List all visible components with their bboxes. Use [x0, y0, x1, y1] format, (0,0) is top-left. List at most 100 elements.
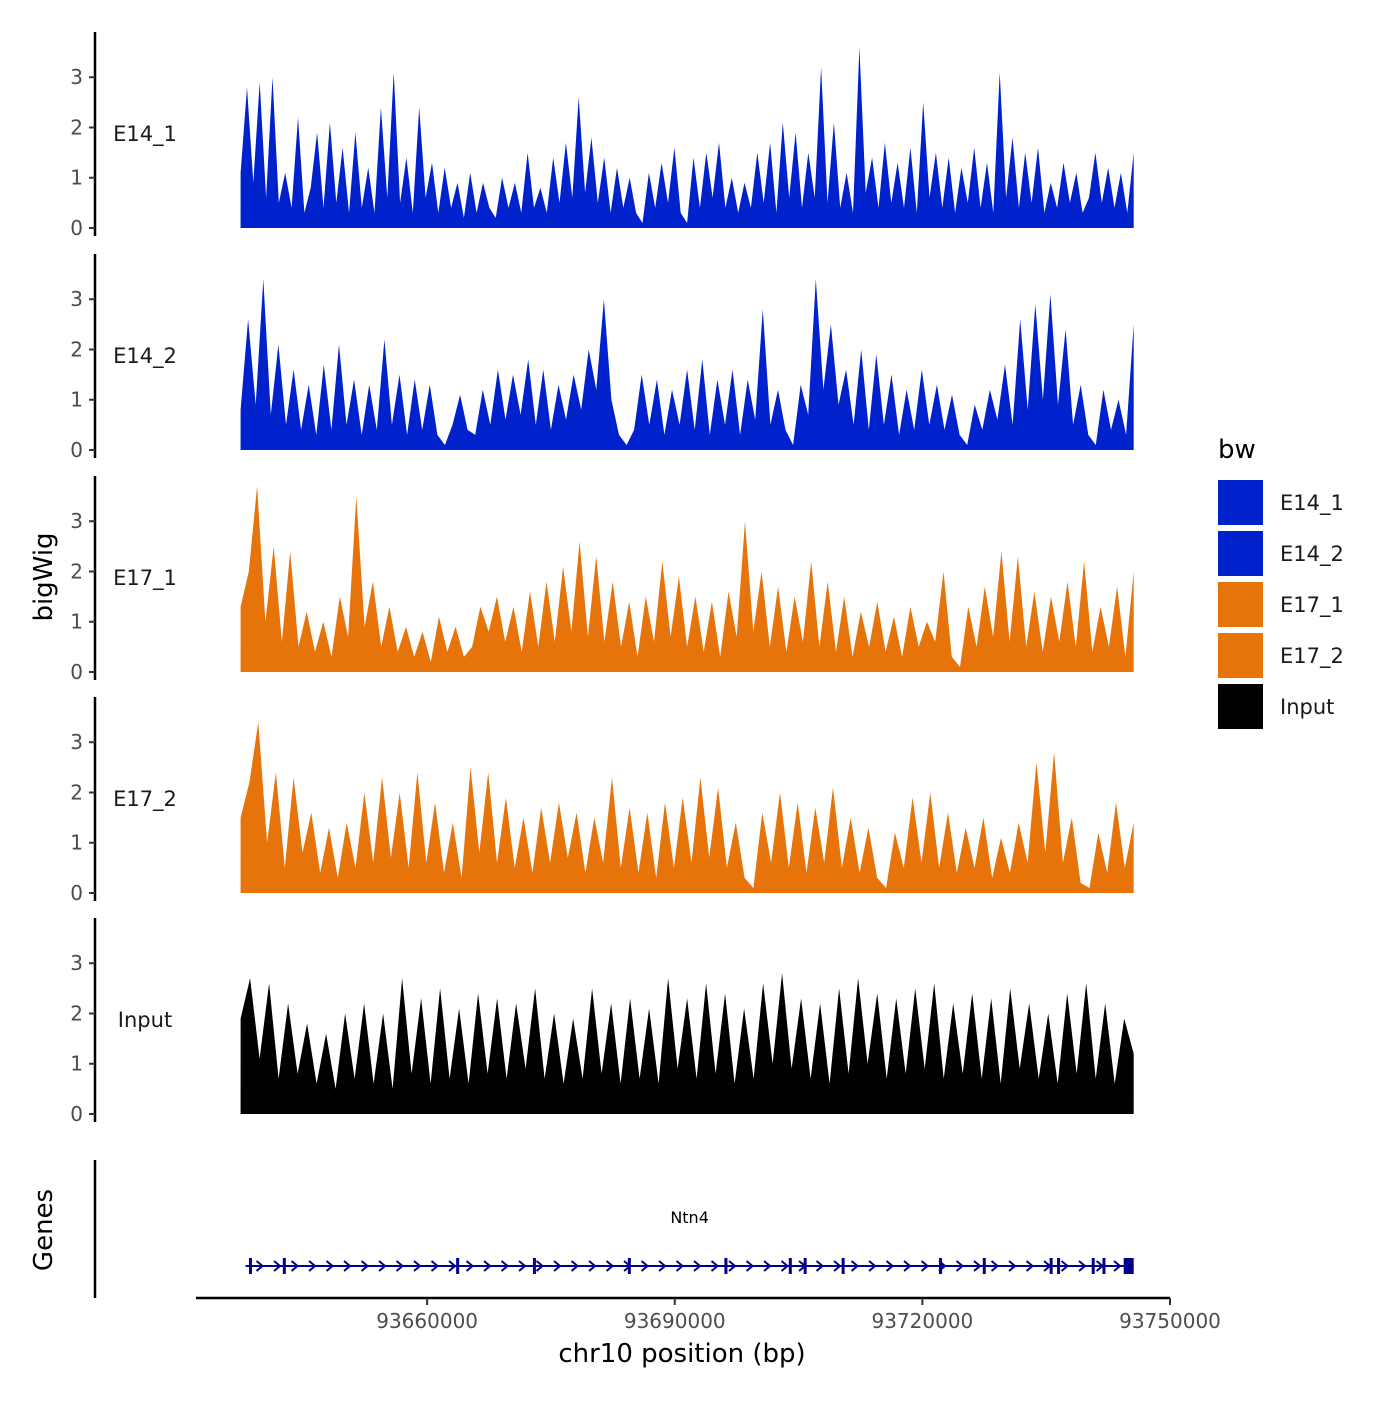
strand-arrow	[850, 1260, 860, 1272]
signal-area-E14_1	[240, 47, 1134, 228]
x-tick-label: 93750000	[1119, 1309, 1221, 1333]
y-tick-label: 0	[70, 438, 83, 462]
exon	[1049, 1258, 1053, 1274]
signal-area-E17_1	[240, 486, 1134, 672]
signal-area-Input	[240, 973, 1134, 1114]
strand-arrow	[395, 1260, 405, 1272]
strand-arrow	[710, 1260, 720, 1272]
strand-arrow	[780, 1260, 790, 1272]
y-tick-label: 3	[70, 509, 83, 533]
exon	[248, 1258, 252, 1274]
legend-key-E14_2	[1218, 531, 1263, 576]
strand-arrow	[448, 1260, 457, 1272]
strand-arrow	[413, 1260, 422, 1272]
strand-arrow	[325, 1260, 335, 1272]
strand-arrow	[955, 1260, 965, 1272]
strand-arrow	[868, 1260, 877, 1272]
x-tick-label: 93720000	[871, 1309, 973, 1333]
y-tick-label: 1	[70, 1052, 83, 1076]
gene-track: Ntn4	[93, 1160, 1134, 1298]
strand-arrow	[553, 1260, 562, 1272]
track-E14_1: 0 1 2 3 E14_1	[70, 32, 1134, 240]
strand-arrow	[360, 1260, 370, 1272]
y-tick-label: 1	[70, 831, 83, 855]
y-tick-label: 3	[70, 287, 83, 311]
strand-arrow	[378, 1260, 387, 1272]
strand-arrow	[1060, 1260, 1070, 1272]
legend-key-E14_1	[1218, 480, 1263, 525]
y-tick-label: 2	[70, 1001, 83, 1025]
y-tick-label: 3	[70, 730, 83, 754]
exon	[803, 1258, 807, 1274]
y-tick-label: 3	[70, 65, 83, 89]
strand-arrow	[693, 1260, 702, 1272]
exon	[939, 1258, 943, 1274]
genes-track-title: Genes	[29, 1189, 59, 1271]
y-tick-label: 1	[70, 166, 83, 190]
strand-arrow	[273, 1260, 282, 1272]
strand-arrow	[815, 1260, 825, 1272]
track-Input: 0 1 2 3 Input	[70, 918, 1134, 1126]
strand-arrow	[745, 1260, 755, 1272]
y-tick-label: 3	[70, 951, 83, 975]
exon	[1123, 1258, 1134, 1274]
y-tick-label: 1	[70, 388, 83, 412]
y-tick-label: 1	[70, 610, 83, 634]
strand-arrow	[1025, 1260, 1035, 1272]
exon	[724, 1258, 728, 1274]
strand-arrow	[1008, 1260, 1017, 1272]
strand-arrow	[763, 1260, 772, 1272]
exon	[532, 1258, 536, 1274]
strand-arrow	[500, 1260, 510, 1272]
strand-arrow	[255, 1260, 265, 1272]
strand-arrow	[885, 1260, 895, 1272]
legend-key-E17_2	[1218, 633, 1263, 678]
strand-arrow	[1113, 1260, 1122, 1272]
strand-arrow	[973, 1260, 982, 1272]
track-E17_2: 0 1 2 3 E17_2	[70, 697, 1134, 905]
track-label: E17_2	[113, 787, 177, 812]
strand-arrow	[430, 1260, 440, 1272]
track-E17_1: 0 1 2 3 E17_1	[70, 476, 1134, 684]
track-label: E14_1	[113, 122, 177, 147]
y-tick-label: 2	[70, 780, 83, 804]
strand-arrow	[640, 1260, 650, 1272]
legend-label-E14_2: E14_2	[1280, 542, 1344, 567]
strand-arrow	[675, 1260, 685, 1272]
exon	[982, 1258, 986, 1274]
exon	[1057, 1258, 1061, 1274]
signal-tracks: 0 1 2 3 E14_1 0 1 2 3 E14_2 0 1 2 3 E17_1 0 1 2 3 E17_2 0 1 2 3…	[70, 32, 1134, 1126]
signal-area-E14_2	[240, 279, 1134, 450]
x-tick-label: 93690000	[624, 1309, 726, 1333]
strand-arrow	[920, 1260, 930, 1272]
exon	[627, 1258, 631, 1274]
y-tick-label: 0	[70, 1102, 83, 1126]
track-label: Input	[118, 1008, 172, 1032]
legend-label-Input: Input	[1280, 695, 1334, 719]
legend-key-Input	[1218, 684, 1263, 729]
strand-arrow	[570, 1260, 580, 1272]
strand-arrow	[518, 1260, 527, 1272]
strand-arrow	[1078, 1260, 1087, 1272]
y-tick-label: 0	[70, 881, 83, 905]
y-tick-label: 2	[70, 559, 83, 583]
strand-arrow	[343, 1260, 352, 1272]
strand-arrow	[658, 1260, 667, 1272]
y-tick-label: 2	[70, 115, 83, 139]
exon	[841, 1258, 845, 1274]
exon	[1102, 1258, 1106, 1274]
x-axis: 93660000 93690000 93720000 93750000	[196, 1296, 1221, 1333]
gene-label: Ntn4	[670, 1208, 709, 1227]
exon	[456, 1258, 460, 1274]
track-label: E14_2	[113, 344, 177, 369]
x-tick-label: 93660000	[376, 1309, 478, 1333]
x-axis-title: chr10 position (bp)	[558, 1339, 805, 1369]
strand-arrow	[588, 1260, 597, 1272]
legend-label-E17_2: E17_2	[1280, 644, 1344, 669]
strand-arrow	[465, 1260, 475, 1272]
legend-key-E17_1	[1218, 582, 1263, 627]
strand-arrow	[290, 1260, 300, 1272]
y-tick-label: 0	[70, 216, 83, 240]
